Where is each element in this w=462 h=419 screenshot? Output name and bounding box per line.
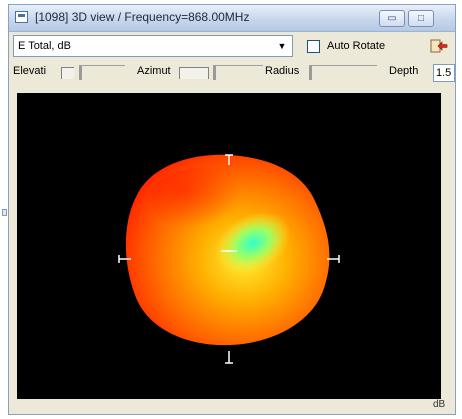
axis-markers bbox=[118, 154, 340, 364]
azimuth-label: Azimut bbox=[137, 65, 171, 77]
auto-rotate-checkbox[interactable] bbox=[307, 40, 320, 53]
elevation-label: Elevati bbox=[13, 65, 47, 77]
radius-label: Radius bbox=[265, 65, 300, 77]
chevron-down-icon[interactable]: ▼ bbox=[277, 41, 287, 51]
elevation-slider-thumb[interactable] bbox=[79, 66, 82, 80]
maximize-button[interactable]: □ bbox=[408, 10, 434, 27]
radius-slider[interactable] bbox=[309, 65, 377, 80]
left-edge-strip bbox=[0, 0, 8, 419]
unit-label: dB bbox=[433, 399, 446, 410]
minimize-icon: ▭ bbox=[387, 13, 397, 24]
title-bar[interactable]: [1098] 3D view / Frequency=868.00MHz ▭ □ bbox=[9, 5, 455, 32]
3d-viewport[interactable] bbox=[17, 93, 441, 399]
elevation-slider[interactable] bbox=[79, 65, 125, 80]
field-select-value: E Total, dB bbox=[18, 40, 71, 52]
auto-rotate-label[interactable]: Auto Rotate bbox=[327, 40, 386, 52]
elevation-spinner[interactable] bbox=[61, 67, 74, 79]
field-select[interactable]: E Total, dB ▼ bbox=[13, 35, 293, 57]
window-icon bbox=[15, 11, 28, 23]
export-arrow-icon[interactable] bbox=[429, 37, 449, 55]
depth-input[interactable]: 1.5 bbox=[433, 64, 455, 82]
minimize-button[interactable]: ▭ bbox=[379, 10, 405, 27]
azimuth-spinner[interactable] bbox=[179, 67, 209, 79]
azimuth-slider-thumb[interactable] bbox=[213, 66, 216, 80]
toolbar-controls: Elevati Azimut Radius Depth 1.5 bbox=[9, 61, 455, 85]
azimuth-slider[interactable] bbox=[213, 65, 263, 80]
3d-view-window: [1098] 3D view / Frequency=868.00MHz ▭ □… bbox=[8, 4, 456, 415]
radiation-pattern-canvas bbox=[118, 154, 340, 364]
depth-label: Depth bbox=[389, 65, 419, 77]
toolbar-top: E Total, dB ▼ Auto Rotate bbox=[9, 35, 455, 61]
maximize-icon: □ bbox=[417, 13, 425, 24]
splitter-handle-icon[interactable] bbox=[2, 209, 7, 216]
radius-slider-thumb[interactable] bbox=[309, 66, 312, 80]
window-title: [1098] 3D view / Frequency=868.00MHz bbox=[35, 10, 250, 24]
pattern-peak-highlight bbox=[215, 211, 291, 275]
